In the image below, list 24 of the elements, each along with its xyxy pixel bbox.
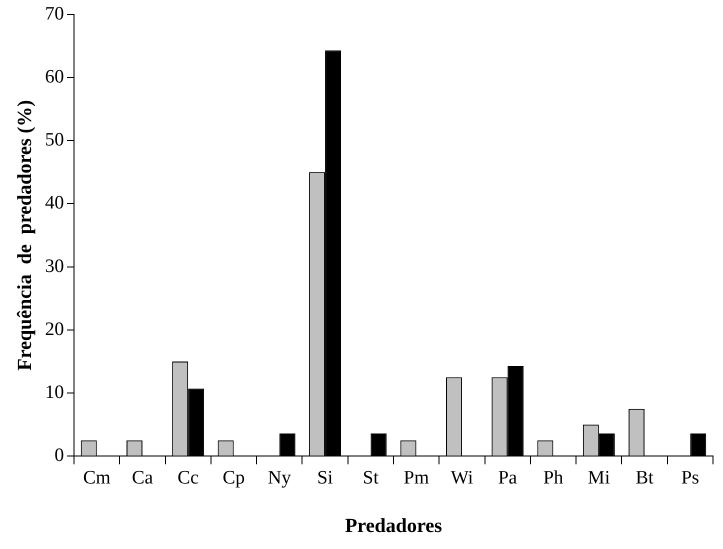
x-tick-label: Ph bbox=[543, 468, 564, 489]
x-tick-label: Si bbox=[317, 468, 333, 489]
y-tick-label: 50 bbox=[45, 130, 64, 151]
y-tick-label: 60 bbox=[45, 66, 64, 88]
y-tick-label: 30 bbox=[45, 256, 64, 277]
y-tick-label: 70 bbox=[45, 3, 64, 24]
y-tick-label: 0 bbox=[54, 445, 64, 466]
x-tick-label: Mi bbox=[588, 468, 610, 489]
x-tick-label: Pa bbox=[498, 468, 518, 489]
x-tick-label: Cm bbox=[83, 468, 111, 489]
y-tick-label: 40 bbox=[45, 192, 64, 214]
x-tick-label: St bbox=[362, 468, 380, 489]
x-tick-label: Pm bbox=[404, 468, 430, 489]
x-tick-label: Bt bbox=[636, 468, 654, 489]
x-tick-label: Wi bbox=[450, 468, 474, 489]
x-tick-label: Cp bbox=[222, 468, 245, 489]
y-axis-title: Frequência de predadores (%) bbox=[14, 100, 36, 371]
x-axis-title: Predadores bbox=[344, 515, 442, 538]
x-tick-label: Ps bbox=[681, 468, 700, 489]
y-tick-label: 10 bbox=[45, 382, 64, 404]
x-tick-label: Ca bbox=[132, 468, 154, 489]
y-tick-label: 20 bbox=[45, 318, 64, 340]
x-tick-label: Cc bbox=[178, 468, 199, 489]
x-tick-label: Ny bbox=[268, 468, 292, 489]
